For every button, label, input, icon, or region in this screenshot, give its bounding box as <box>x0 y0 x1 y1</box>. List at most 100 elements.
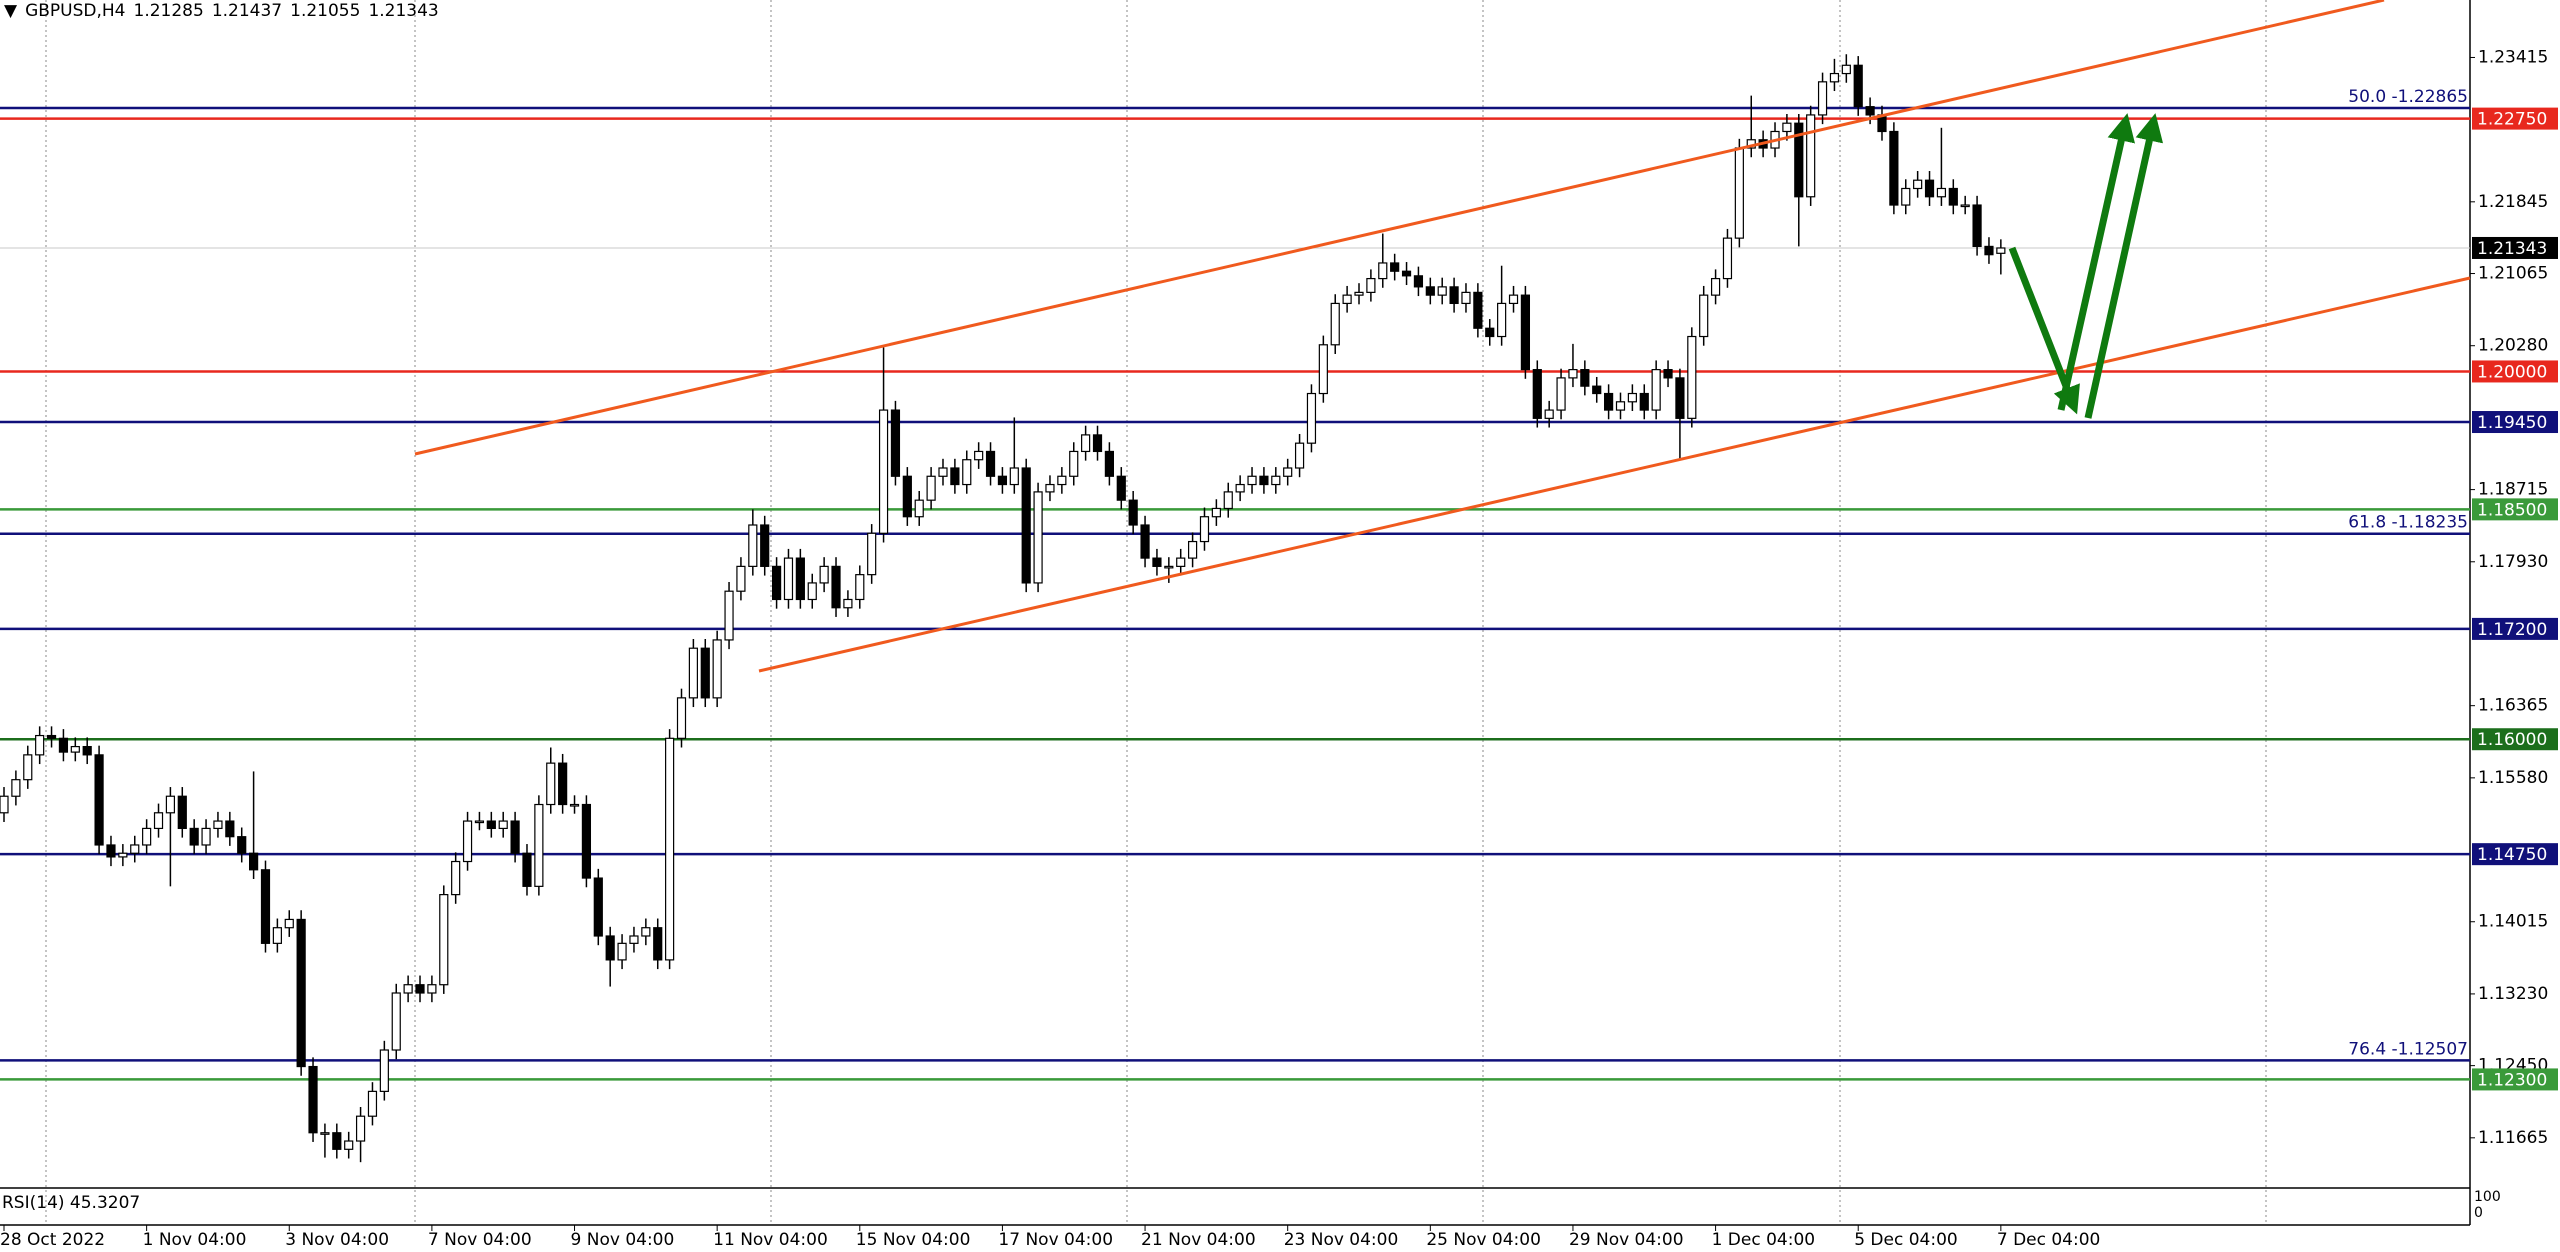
y-tick-label: 1.11665 <box>2478 1128 2548 1148</box>
candle-body <box>237 836 247 854</box>
y-tick-label: 1.21845 <box>2478 192 2548 212</box>
candle-body <box>795 557 805 601</box>
y-tick-label: 1.21065 <box>2478 264 2548 284</box>
candle-body <box>807 582 817 601</box>
candle-body <box>0 795 9 814</box>
candle-body <box>1199 516 1210 543</box>
candle-body <box>1948 187 1958 206</box>
last-price-label: 1.21343 <box>2477 239 2547 259</box>
candle-body <box>855 574 865 601</box>
level-box <box>2472 728 2558 751</box>
candle-body <box>1936 187 1947 198</box>
candle-body <box>142 827 152 846</box>
candle-body <box>1734 147 1744 239</box>
candle-body <box>1615 401 1626 411</box>
candle-body <box>724 590 734 641</box>
candle-body <box>558 762 568 806</box>
candle-body <box>332 1132 342 1150</box>
x-tick-label: 28 Oct 2022 <box>0 1230 105 1250</box>
candle-body <box>1889 130 1899 206</box>
level-label: 1.18500 <box>2477 500 2547 520</box>
candle-body <box>260 869 271 944</box>
candle-body <box>82 745 92 756</box>
candle-body <box>1627 392 1637 403</box>
candle-body <box>1425 286 1435 296</box>
fib-level-label: 50.0 -1.22865 <box>2348 87 2468 107</box>
header-open: 1.21285 <box>133 1 204 21</box>
candle-body <box>1318 344 1328 395</box>
candle-body <box>1794 122 1804 198</box>
y-tick-label: 1.17930 <box>2478 552 2548 572</box>
candle-body <box>546 762 556 806</box>
candle-body <box>379 1049 389 1092</box>
level-box <box>2472 107 2558 130</box>
header-close: 1.21343 <box>368 1 439 21</box>
candle-body <box>23 754 33 781</box>
candle-body <box>1330 302 1340 346</box>
indicator-scale-min: 0 <box>2474 1205 2483 1221</box>
candle-body <box>1853 64 1863 108</box>
candle-body <box>118 852 128 858</box>
candle-body <box>35 734 45 756</box>
candle-body <box>1116 475 1126 501</box>
candle-body <box>510 820 520 854</box>
candle-body <box>46 734 57 739</box>
candle-body <box>1996 247 2006 254</box>
candle-body <box>1556 377 1566 411</box>
candle-body <box>819 565 829 584</box>
candle-body <box>1378 262 1388 280</box>
level-box <box>2472 360 2558 383</box>
last-price-box <box>2472 236 2558 259</box>
candle-body <box>1009 467 1019 486</box>
menu-triangle[interactable]: ▼ <box>4 1 18 21</box>
candle-body <box>355 1115 366 1142</box>
level-label: 1.19450 <box>2477 413 2547 433</box>
x-tick-label: 15 Nov 04:00 <box>856 1230 971 1250</box>
level-label: 1.22750 <box>2477 110 2547 130</box>
candle-body <box>1057 475 1067 486</box>
candle-body <box>1497 302 1507 338</box>
level-label: 1.12300 <box>2477 1070 2547 1090</box>
candle-body <box>629 935 639 944</box>
candle-body <box>962 459 972 486</box>
candle-body <box>1247 475 1257 486</box>
level-box <box>2472 498 2558 521</box>
candle-body <box>320 1132 330 1135</box>
candle-body <box>1806 114 1816 198</box>
candle-body <box>867 532 877 576</box>
channel-upper <box>414 0 2385 456</box>
candle-body <box>130 844 140 854</box>
candle-body <box>1294 442 1305 469</box>
candle-body <box>890 409 901 477</box>
candle-body <box>1580 369 1590 387</box>
fib-level-label: 61.8 -1.18235 <box>2348 513 2468 533</box>
candle-body <box>1841 64 1851 75</box>
candle-body <box>783 557 794 601</box>
candle-body <box>1687 335 1697 419</box>
indicator-label: RSI(14) 45.3207 <box>2 1193 140 1213</box>
candle-body <box>1235 483 1245 493</box>
candle-body <box>1984 245 1994 256</box>
candle-body <box>1604 392 1614 411</box>
candle-body <box>1045 483 1055 493</box>
candle-body <box>1960 204 1970 208</box>
candle-body <box>997 475 1008 486</box>
candle-body <box>1532 369 1542 419</box>
candle-body <box>950 467 960 486</box>
header-high: 1.21437 <box>211 1 283 21</box>
candle-body <box>676 697 687 739</box>
y-tick-label: 1.16365 <box>2478 696 2548 716</box>
indicator-scale-max: 100 <box>2474 1189 2501 1205</box>
candle-body <box>189 827 199 846</box>
y-tick-label: 1.20280 <box>2478 336 2548 356</box>
candle-body <box>760 524 770 567</box>
candle-body <box>926 475 936 501</box>
candle-body <box>569 803 580 807</box>
x-tick-label: 5 Dec 04:00 <box>1854 1230 1958 1250</box>
level-label: 1.16000 <box>2477 730 2547 750</box>
candle-body <box>1354 291 1364 296</box>
candle-body <box>94 754 104 846</box>
x-tick-label: 1 Dec 04:00 <box>1712 1230 1816 1250</box>
candle-body <box>1152 557 1162 567</box>
candle-body <box>902 475 912 518</box>
